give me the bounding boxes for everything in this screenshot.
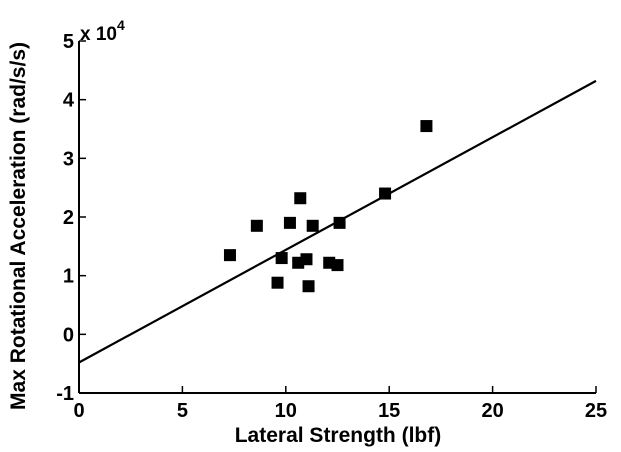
x-axis-ticks: 0 5 10 15 20 25 [73, 386, 607, 422]
y-axis-ticks: -1 0 1 2 3 4 5 [56, 31, 86, 405]
y-tick-label: 1 [63, 266, 74, 288]
data-point [294, 192, 307, 205]
data-point [300, 253, 313, 266]
y-axis-multiplier: x 104 [80, 17, 125, 45]
x-tick-label: 15 [378, 400, 400, 422]
data-point [302, 280, 315, 293]
x-tick-label: 5 [177, 400, 188, 422]
data-point [283, 216, 296, 229]
x-axis-label: Lateral Strength (lbf) [235, 424, 442, 447]
y-axis-label: Max Rotational Acceleration (rad/s/s) [7, 42, 30, 410]
x-tick-label: 20 [481, 400, 503, 422]
y-tick-label: 0 [63, 324, 74, 346]
y-axis-multiplier-exponent: 4 [117, 17, 125, 33]
y-tick-label: -1 [56, 383, 74, 405]
y-axis-multiplier-base: x 10 [80, 24, 117, 45]
data-point [379, 187, 392, 200]
y-tick-label: 2 [63, 207, 74, 229]
data-point [250, 219, 263, 232]
data-point [223, 249, 236, 262]
x-tick-label: 0 [73, 400, 84, 422]
data-points [223, 120, 433, 293]
x-tick-label: 10 [275, 400, 297, 422]
data-point [306, 219, 319, 232]
data-point [331, 259, 344, 272]
y-tick-label: 5 [63, 31, 74, 53]
data-point [271, 276, 284, 289]
y-tick-label: 3 [63, 148, 74, 170]
x-tick-label: 25 [585, 400, 607, 422]
y-tick-label: 4 [63, 90, 75, 112]
data-point [275, 252, 288, 265]
data-point [333, 216, 346, 229]
data-point [420, 120, 433, 133]
